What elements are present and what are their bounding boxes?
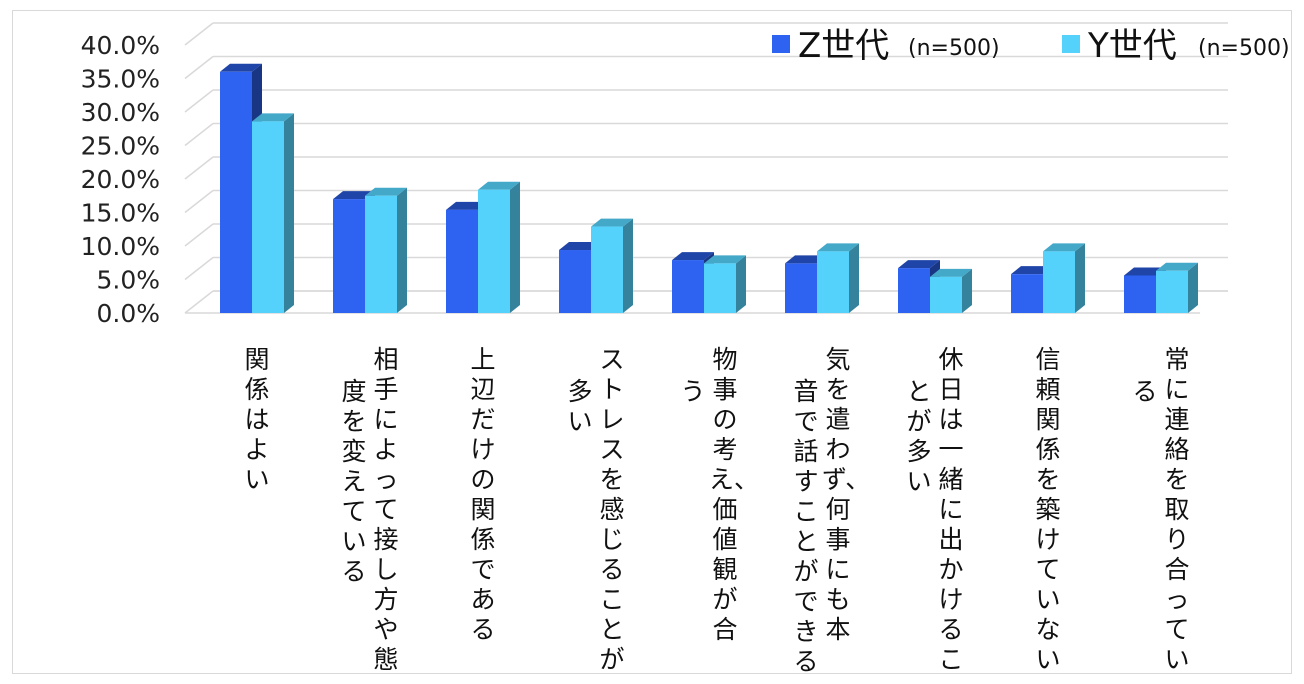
- y-tick-label: 35.0%: [81, 65, 160, 94]
- bar-z-gen: [785, 263, 817, 313]
- bar-top-z: [672, 252, 714, 261]
- legend-count: (n=500): [908, 36, 1000, 61]
- bar-y-gen: [591, 226, 623, 313]
- bar-side-y: [510, 181, 520, 313]
- legend-label: Y世代: [1087, 26, 1177, 66]
- bar-z-gen: [898, 268, 930, 313]
- bar-top-y: [365, 187, 407, 196]
- legend-swatch: [772, 35, 790, 53]
- bar-y-gen: [930, 276, 962, 313]
- bar-y-gen: [365, 195, 397, 313]
- bar-z-gen: [1011, 274, 1043, 313]
- y-tick-label: 15.0%: [81, 199, 160, 228]
- bar-z-gen: [559, 250, 591, 313]
- bar-side-y: [397, 187, 407, 313]
- bar-side-y: [1188, 262, 1198, 313]
- bar-z-gen: [1124, 275, 1156, 313]
- bar-top-y: [591, 218, 633, 227]
- bar-side-y: [623, 218, 633, 313]
- bar-top-z: [1011, 266, 1053, 275]
- bar-top-z: [1124, 267, 1166, 276]
- y-tick-label: 40.0%: [81, 31, 160, 60]
- bar-y-gen: [704, 263, 736, 313]
- bar-top-y: [704, 255, 746, 264]
- bar-y-gen: [817, 251, 849, 313]
- bar-y-gen: [1156, 270, 1188, 313]
- gridline-diagonal: [184, 156, 214, 180]
- y-tick-label: 30.0%: [81, 98, 160, 127]
- bar-side-y: [962, 268, 972, 313]
- bar-side-y: [1075, 243, 1085, 313]
- category-label: 休日は一緒に出かけるこ: [938, 345, 964, 674]
- bar-top-z: [898, 260, 940, 269]
- y-tick-label: 25.0%: [81, 132, 160, 161]
- y-tick-label: 5.0%: [96, 266, 160, 295]
- bar-z-gen: [446, 209, 478, 313]
- category-label: 常に連絡を取り合ってい: [1164, 345, 1190, 674]
- category-label: 物事の考え、価値観が合: [709, 345, 760, 644]
- legend-label: Z世代: [798, 26, 889, 66]
- gridline-diagonal: [184, 55, 214, 80]
- category-label: 信頼関係を築けていない: [1035, 345, 1061, 674]
- category-label: 音で話すことができる: [793, 377, 819, 676]
- category-label: 上辺だけの関係である: [470, 345, 496, 644]
- gridline-diagonal: [184, 122, 214, 147]
- category-label: とが多い: [906, 377, 932, 496]
- category-label: 関係はよい: [244, 345, 270, 494]
- bar-top-y: [478, 181, 520, 190]
- gridline-diagonal: [184, 256, 214, 281]
- bar-side-y: [849, 243, 859, 313]
- y-tick-label: 10.0%: [81, 232, 160, 261]
- gridline-diagonal: [184, 22, 214, 46]
- bar-side-y: [736, 255, 746, 313]
- category-label: う: [680, 377, 706, 406]
- legend-swatch: [1062, 35, 1080, 53]
- bar-top-z: [559, 242, 601, 251]
- bar-y-gen: [1043, 251, 1075, 313]
- category-label: 多い: [567, 377, 593, 436]
- bar-top-y: [1156, 262, 1198, 271]
- category-label: 気を遣わず、何事にも本: [822, 345, 871, 644]
- bar-top-y: [1043, 243, 1085, 252]
- y-tick-label: 20.0%: [81, 165, 160, 194]
- gridline-diagonal: [184, 89, 214, 113]
- bar-z-gen: [672, 260, 704, 313]
- bar-top-z: [220, 63, 262, 72]
- y-tick-label: 0.0%: [96, 299, 160, 328]
- gridline-diagonal: [184, 290, 214, 314]
- category-label: ストレスを感じることが: [599, 345, 625, 674]
- bar-top-y: [252, 113, 294, 122]
- category-label: 相手によって接し方や態: [373, 345, 399, 674]
- bar-top-z: [785, 255, 827, 264]
- bar-top-z: [446, 201, 488, 210]
- legend-count: (n=500): [1198, 36, 1290, 61]
- bar-top-z: [333, 191, 375, 200]
- bar-y-gen: [252, 121, 284, 313]
- gridline-diagonal: [184, 223, 214, 247]
- bar-z-gen: [220, 71, 252, 313]
- category-label: る: [1132, 377, 1158, 406]
- category-label: 度を変えている: [341, 377, 367, 586]
- bar-side-y: [284, 113, 294, 313]
- gridline-diagonal: [184, 189, 214, 214]
- bar-z-gen: [333, 199, 365, 313]
- bar-top-y: [817, 243, 859, 252]
- bar-top-y: [930, 268, 972, 277]
- bar-y-gen: [478, 189, 510, 313]
